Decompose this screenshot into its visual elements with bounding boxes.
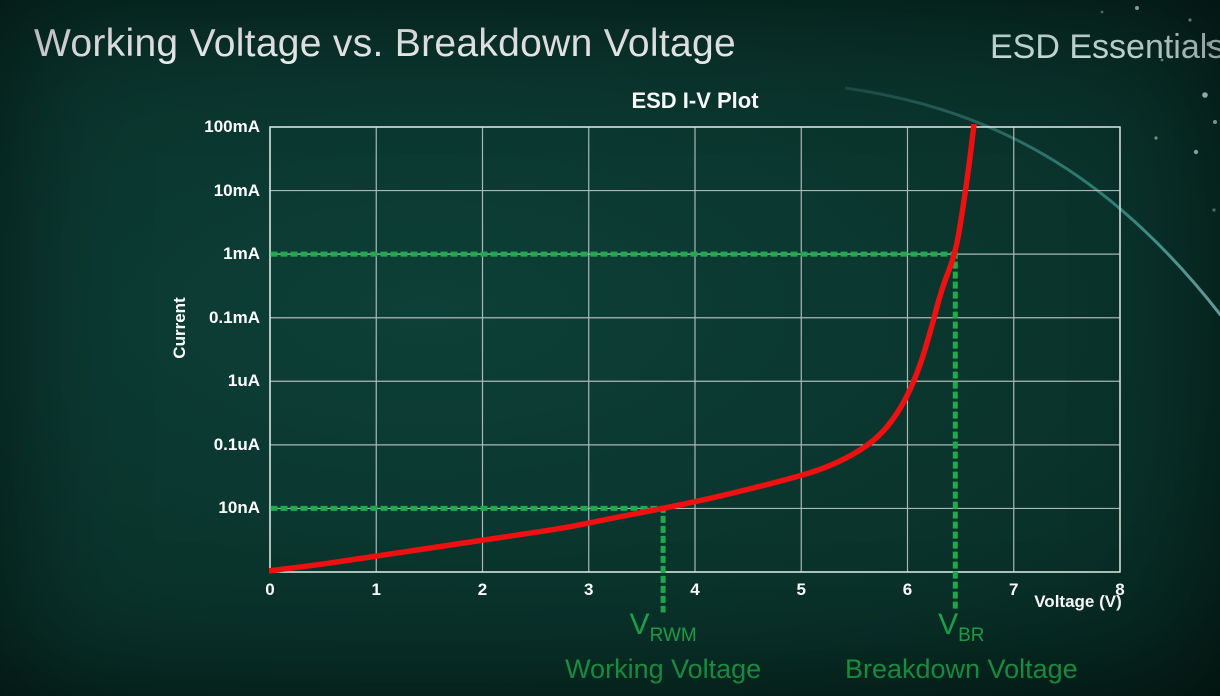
grid bbox=[269, 126, 1121, 573]
v-symbol: V bbox=[629, 608, 650, 641]
breakdown-voltage-symbol: VBR bbox=[845, 610, 1078, 651]
y-tick-label: 1mA bbox=[223, 244, 260, 264]
working-voltage-annotation: VRWM Working Voltage bbox=[565, 610, 761, 685]
v-symbol-subscript: BR bbox=[958, 625, 985, 646]
y-tick-label: 10mA bbox=[213, 180, 260, 200]
v-symbol-subscript: RWM bbox=[649, 625, 697, 646]
breakdown-voltage-annotation: VBR Breakdown Voltage bbox=[845, 610, 1078, 685]
y-tick-label: 1uA bbox=[227, 371, 260, 391]
working-voltage-caption: Working Voltage bbox=[565, 654, 762, 684]
working-voltage-symbol: VRWM bbox=[565, 610, 761, 651]
x-tick-label: 2 bbox=[477, 580, 488, 599]
y-tick-label: 0.1uA bbox=[213, 434, 260, 454]
y-tick-label: 100mA bbox=[204, 117, 260, 136]
working-voltage-guide bbox=[270, 505, 666, 613]
iv-curve bbox=[269, 124, 977, 574]
x-tick-label: 7 bbox=[1009, 580, 1019, 599]
x-axis-label: Voltage (V) bbox=[1034, 592, 1122, 611]
breakdown-voltage-caption: Breakdown Voltage bbox=[844, 654, 1078, 684]
sparkle-dots bbox=[1100, 6, 1217, 212]
chart-title: ESD I-V Plot bbox=[631, 88, 759, 113]
brand-text: ESD Essentials bbox=[990, 28, 1220, 66]
plot-frame bbox=[269, 126, 1121, 573]
y-axis-label: Current bbox=[170, 297, 189, 359]
x-tick-label: 3 bbox=[584, 580, 594, 599]
page-title: Working Voltage vs. Breakdown Voltage bbox=[34, 22, 736, 65]
swoosh-decoration bbox=[844, 86, 1220, 317]
x-tick-label: 8 bbox=[1115, 580, 1125, 599]
x-tick-label: 1 bbox=[371, 580, 381, 599]
x-tick-label: 0 bbox=[265, 580, 275, 599]
breakdown-voltage-guide bbox=[270, 251, 958, 613]
y-tick-label: 10nA bbox=[218, 498, 260, 518]
x-tick-label: 5 bbox=[796, 580, 806, 599]
y-tick-label: 0.1mA bbox=[208, 307, 260, 327]
x-tick-label: 6 bbox=[902, 580, 913, 599]
v-symbol: V bbox=[938, 608, 959, 641]
x-tick-label: 4 bbox=[690, 580, 700, 599]
